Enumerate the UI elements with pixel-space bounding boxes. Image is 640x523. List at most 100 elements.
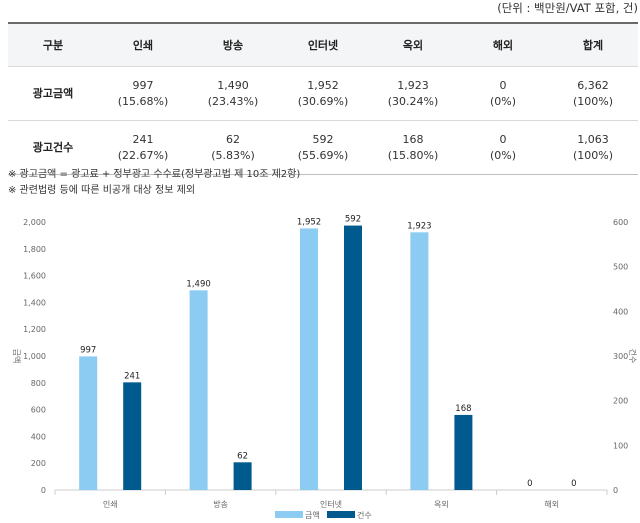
cell-pct: (55.69%) (297, 148, 349, 162)
table-cell: 6,362 (100%) (548, 66, 638, 121)
cell-pct: (0%) (489, 148, 517, 162)
y-right-tick-label: 300 (613, 352, 628, 361)
y-right-tick-label: 600 (613, 218, 628, 227)
data-label: 0 (527, 479, 532, 489)
cell-value: 0 (499, 78, 507, 92)
cell-pct: (100%) (572, 148, 614, 162)
cell-value: 592 (312, 132, 334, 146)
table-header: 인쇄 (98, 22, 188, 67)
cell-value: 1,063 (577, 132, 609, 146)
data-label: 1,952 (297, 217, 321, 227)
legend-swatch (275, 511, 303, 518)
table-header: 방송 (188, 22, 278, 67)
cell-value: 997 (132, 78, 154, 92)
bar-count (123, 382, 142, 490)
table-header: 해외 (458, 22, 548, 67)
y-left-tick-label: 1,600 (23, 272, 46, 281)
bar-chart: 0 200 400 600 800 1,000 1,200 1,400 1,600 1,800 2,… (12, 215, 638, 520)
x-tick-label: 해외 (544, 499, 559, 509)
data-label: 1,923 (407, 221, 431, 231)
y-left-axis-title: 금액 (12, 349, 22, 364)
y-right-tick-label: 500 (613, 263, 628, 272)
table-header: 옥외 (368, 22, 458, 67)
cell-pct: (30.69%) (297, 94, 349, 108)
cell-pct: (15.80%) (387, 148, 439, 162)
unit-note: (단위 : 백만원/VAT 포함, 건) (497, 1, 638, 15)
cell-value: 1,490 (217, 78, 249, 92)
y-left-tick-label: 800 (31, 379, 46, 388)
y-left-tick-label: 400 (31, 432, 46, 441)
y-left-tick-label: 2,000 (23, 218, 46, 227)
y-left-tick-label: 200 (31, 459, 46, 468)
cell-value: 1,923 (397, 78, 429, 92)
table-cell: 62 (5.83%) (188, 120, 278, 175)
y-left-tick-label: 600 (31, 406, 46, 415)
data-label: 0 (571, 479, 576, 489)
y-left-tick-label: 1,200 (23, 325, 46, 334)
x-tick-label: 옥외 (434, 499, 449, 509)
y-left-tick-label: 1,000 (23, 352, 46, 361)
cell-pct: (15.68%) (117, 94, 169, 108)
table-header: 합계 (548, 22, 638, 67)
y-left-tick-label: 0 (41, 486, 46, 495)
x-tick-label: 인쇄 (103, 499, 118, 509)
note-line: ※ 광고금액 = 광고료 + 정부광고 수수료(정부광고법 제 10조 제2항) (8, 169, 301, 180)
table-cell: 1,063 (100%) (548, 120, 638, 175)
summary-table: 구분 인쇄 방송 인터넷 옥외 해외 합계 광고금액 997 (15.68%) 1… (8, 22, 638, 175)
cell-pct: (23.43%) (207, 94, 259, 108)
cell-pct: (22.67%) (117, 148, 169, 162)
bar-count (454, 414, 473, 490)
table-cell: 0 (0%) (458, 66, 548, 121)
bar-count (233, 462, 252, 490)
cell-pct: (30.24%) (387, 94, 439, 108)
bar-count (344, 225, 362, 490)
table-cell: 1,952 (30.69%) (278, 66, 368, 121)
y-right-tick-label: 200 (613, 397, 628, 406)
cell-pct: (5.83%) (211, 148, 255, 162)
note-line: ※ 관련법령 등에 따른 비공개 대상 정보 제외 (8, 185, 196, 196)
cell-value: 168 (402, 132, 424, 146)
bar-amount (189, 290, 208, 490)
cell-pct: (0%) (489, 94, 517, 108)
legend-label: 금액 (305, 510, 320, 520)
cell-value: 6,362 (577, 78, 609, 92)
table-header: 인터넷 (278, 22, 368, 67)
row-label: 광고건수 (8, 120, 98, 175)
table-row-amount: 광고금액 997 (15.68%) 1,490 (23.43%) 1,952 (30.… (8, 66, 638, 121)
legend-swatch (327, 511, 355, 518)
data-label: 997 (80, 345, 96, 355)
table-cell: 1,490 (23.43%) (188, 66, 278, 121)
cell-value: 1,952 (307, 78, 339, 92)
x-tick-label: 방송 (213, 499, 228, 509)
bar-amount (79, 356, 98, 490)
y-left-tick-label: 1,800 (23, 245, 46, 254)
cell-value: 0 (499, 132, 507, 146)
data-label: 592 (345, 215, 361, 225)
row-label: 광고금액 (8, 66, 98, 121)
table-cell: 592 (55.69%) (278, 120, 368, 175)
legend-label: 건수 (357, 510, 372, 520)
data-label: 241 (124, 371, 140, 381)
table-header-row: 구분 인쇄 방송 인터넷 옥외 해외 합계 (8, 22, 638, 67)
table-cell: 997 (15.68%) (98, 66, 188, 121)
y-right-tick-label: 400 (613, 307, 628, 316)
table-cell: 1,923 (30.24%) (368, 66, 458, 121)
data-label: 1,490 (186, 279, 210, 289)
table-cell: 241 (22.67%) (98, 120, 188, 175)
cell-pct: (100%) (572, 94, 614, 108)
bar-amount (300, 228, 318, 490)
cell-value: 241 (132, 132, 154, 146)
data-label: 168 (455, 404, 471, 414)
y-right-axis-title: 건수 (628, 349, 638, 364)
table-row-count: 광고건수 241 (22.67%) 62 (5.83%) 592 (55.69%) 1… (8, 120, 638, 175)
cell-value: 62 (226, 132, 240, 146)
x-tick-label: 인터넷 (320, 499, 342, 509)
bar-amount (410, 232, 429, 490)
notes: ※ 광고금액 = 광고료 + 정부광고 수수료(정부광고법 제 10조 제2항)… (8, 167, 300, 199)
y-right-tick-label: 100 (613, 441, 628, 450)
table-cell: 0 (0%) (458, 120, 548, 175)
table-header: 구분 (8, 22, 98, 67)
table-cell: 168 (15.80%) (368, 120, 458, 175)
y-right-tick-label: 0 (613, 486, 618, 495)
data-label: 62 (237, 451, 248, 461)
